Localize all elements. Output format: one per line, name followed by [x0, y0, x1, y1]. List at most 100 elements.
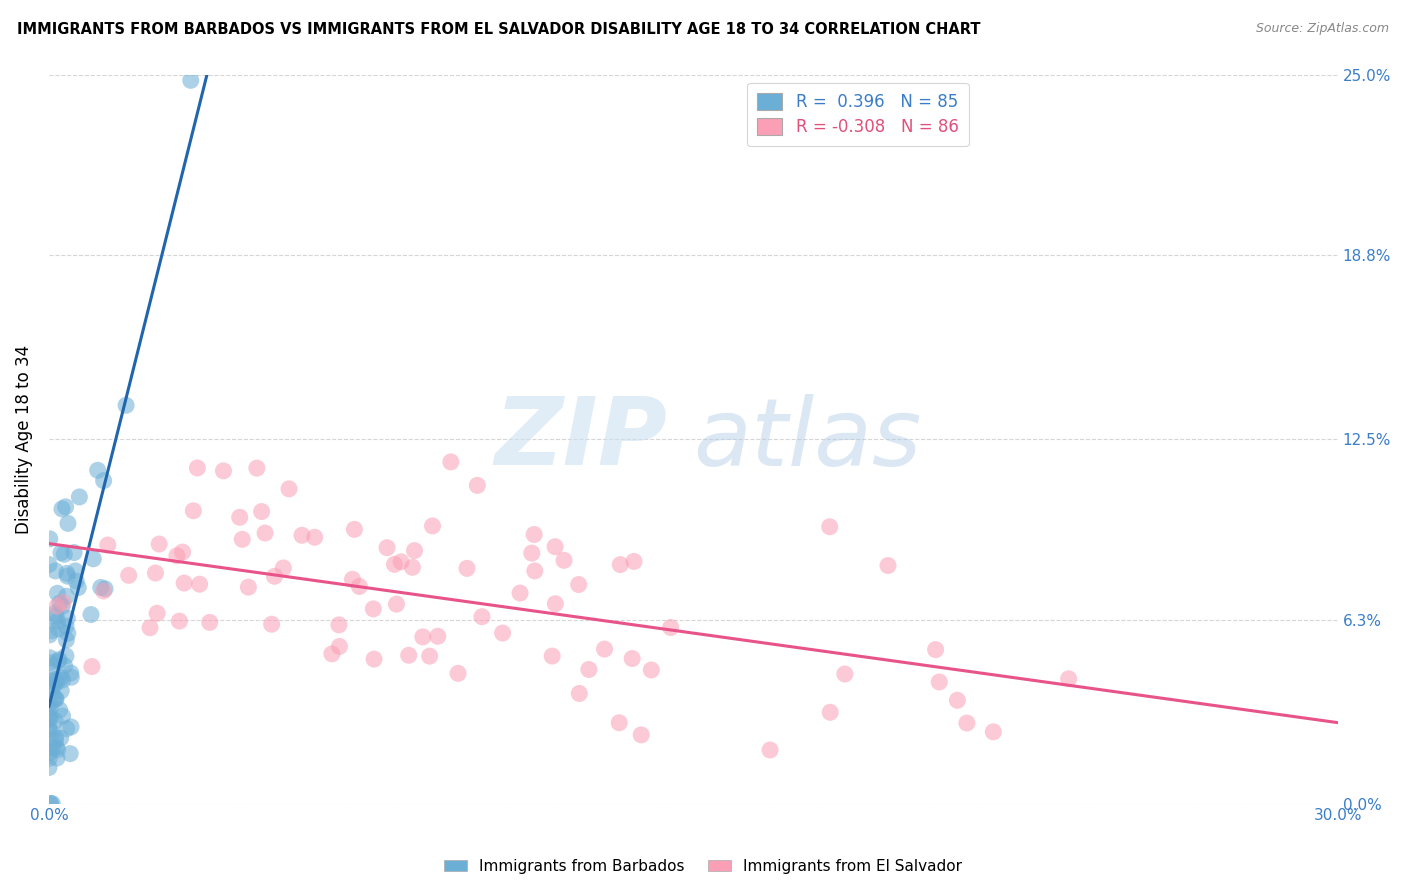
Point: [86, 463, 108, 477]
Point: [59, 747, 82, 761]
Point: [55, 500, 77, 514]
Point: [44, 714, 66, 728]
Point: [328, 640, 350, 654]
Point: [246, 461, 269, 475]
Point: [568, 577, 591, 591]
Point: [139, 621, 162, 635]
Point: [38, 707, 60, 722]
Text: atlas: atlas: [693, 393, 921, 484]
Point: [48, 703, 70, 717]
Point: [45, 675, 67, 690]
Point: [465, 478, 488, 492]
Point: [38, 719, 60, 733]
Point: [172, 545, 194, 559]
Point: [38, 650, 60, 665]
Point: [385, 597, 408, 611]
Point: [59, 666, 82, 681]
Point: [38, 558, 60, 572]
Point: [228, 510, 250, 524]
Point: [981, 724, 1004, 739]
Point: [278, 482, 301, 496]
Point: [946, 693, 969, 707]
Point: [51, 599, 73, 614]
Point: [621, 651, 644, 665]
Point: [52, 709, 75, 723]
Point: [42, 681, 65, 695]
Point: [38, 723, 60, 737]
Point: [82, 551, 104, 566]
Point: [254, 526, 277, 541]
Point: [818, 706, 841, 720]
Point: [834, 667, 856, 681]
Point: [56, 569, 79, 583]
Point: [169, 614, 191, 628]
Point: [426, 629, 449, 643]
Point: [145, 566, 167, 580]
Point: [65, 574, 87, 588]
Point: [363, 652, 385, 666]
Point: [42, 691, 65, 706]
Point: [60, 670, 83, 684]
Point: [263, 569, 285, 583]
Point: [42, 678, 65, 692]
Point: [49, 546, 72, 560]
Point: [45, 673, 67, 687]
Point: [39, 797, 62, 811]
Point: [48, 622, 70, 636]
Point: [447, 666, 470, 681]
Point: [80, 607, 103, 622]
Point: [55, 632, 77, 647]
Point: [97, 538, 120, 552]
Point: [250, 505, 273, 519]
Point: [412, 630, 434, 644]
Point: [401, 560, 423, 574]
Point: [523, 527, 546, 541]
Point: [422, 519, 444, 533]
Point: [46, 586, 69, 600]
Point: [45, 731, 67, 745]
Point: [52, 595, 75, 609]
Point: [45, 740, 67, 755]
Point: [523, 564, 546, 578]
Text: Source: ZipAtlas.com: Source: ZipAtlas.com: [1256, 22, 1389, 36]
Point: [343, 522, 366, 536]
Point: [924, 642, 946, 657]
Point: [51, 683, 73, 698]
Point: [56, 611, 79, 625]
Point: [456, 561, 478, 575]
Point: [65, 564, 87, 578]
Point: [640, 663, 662, 677]
Point: [471, 609, 494, 624]
Point: [520, 546, 543, 560]
Point: [115, 398, 138, 412]
Point: [38, 760, 60, 774]
Point: [818, 520, 841, 534]
Point: [166, 549, 188, 563]
Point: [39, 725, 62, 739]
Point: [46, 654, 69, 668]
Point: [928, 675, 950, 690]
Point: [44, 673, 66, 687]
Point: [593, 642, 616, 657]
Point: [404, 543, 426, 558]
Point: [44, 607, 66, 621]
Point: [578, 663, 600, 677]
Point: [659, 621, 682, 635]
Point: [49, 670, 72, 684]
Legend: Immigrants from Barbados, Immigrants from El Salvador: Immigrants from Barbados, Immigrants fro…: [439, 853, 967, 880]
Point: [544, 540, 567, 554]
Point: [440, 455, 463, 469]
Point: [39, 701, 62, 715]
Point: [183, 504, 205, 518]
Point: [44, 733, 66, 747]
Point: [389, 555, 412, 569]
Point: [46, 751, 69, 765]
Point: [349, 579, 371, 593]
Point: [491, 626, 513, 640]
Point: [1057, 672, 1080, 686]
Point: [198, 615, 221, 630]
Point: [46, 742, 69, 756]
Point: [55, 648, 77, 663]
Point: [45, 692, 67, 706]
Point: [759, 743, 782, 757]
